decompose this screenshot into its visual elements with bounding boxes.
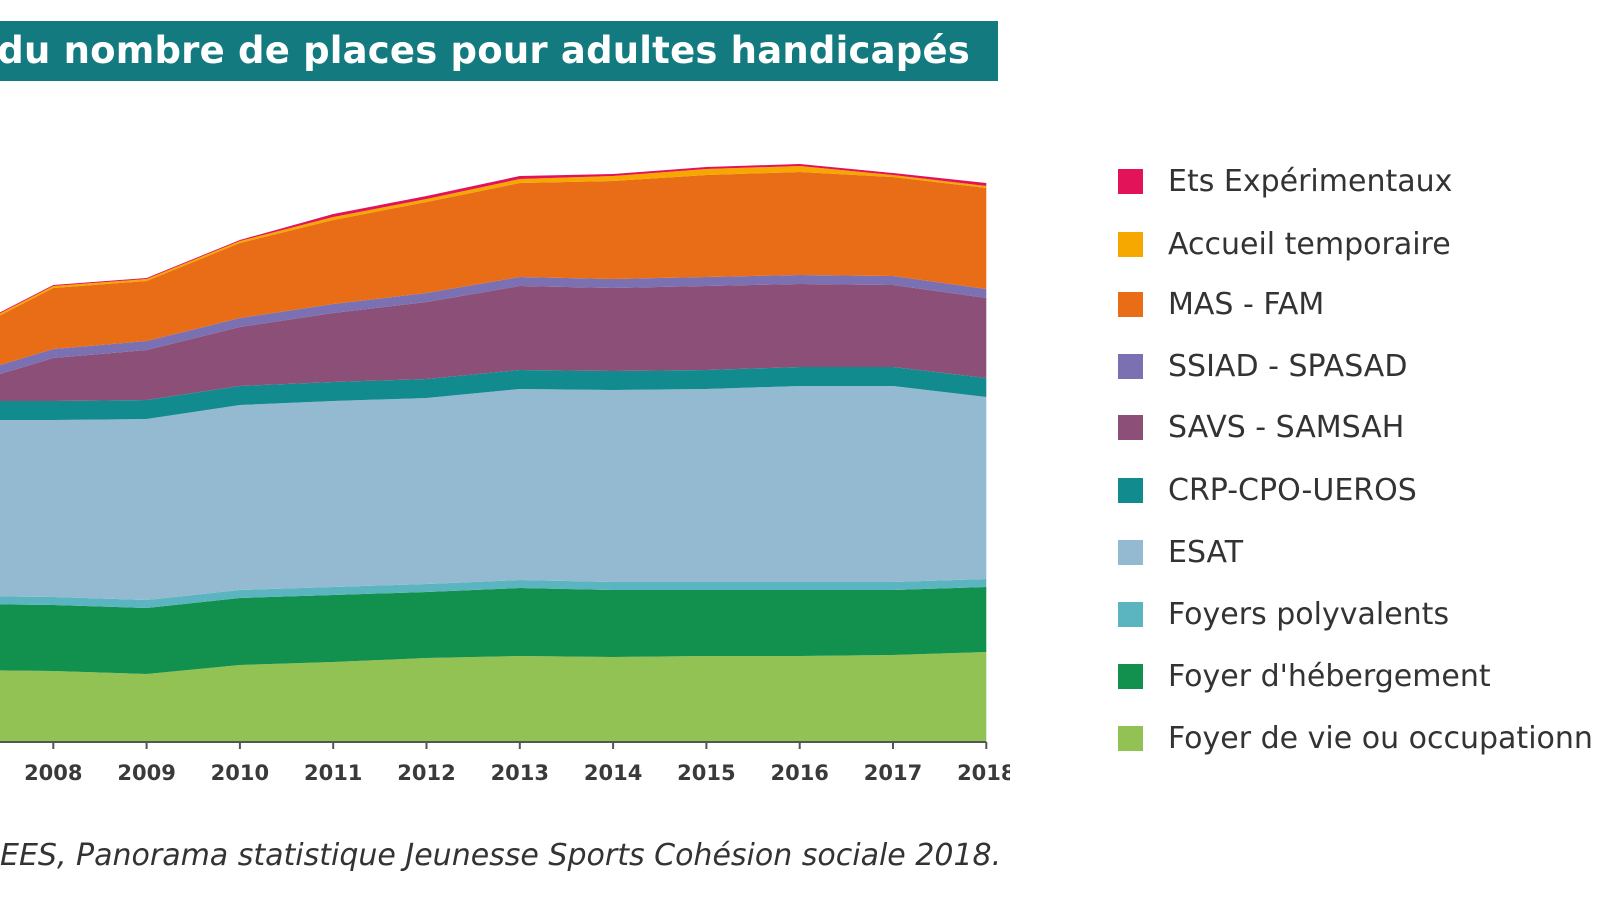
x-tick-label: 2015: [677, 761, 735, 785]
legend-item: Foyer d'hébergement: [1118, 656, 1491, 696]
x-tick-label: 2010: [211, 761, 269, 785]
x-tick-label: 2011: [304, 761, 362, 785]
legend-label: MAS - FAM: [1168, 286, 1325, 322]
legend-item: Foyer de vie ou occupationn: [1118, 718, 1593, 758]
x-tick-label: 2018: [957, 761, 1010, 785]
x-tick-label: 2008: [24, 761, 82, 785]
area-esat: [0, 386, 987, 600]
x-tick-label: 2013: [491, 761, 549, 785]
legend-item: ESAT: [1118, 532, 1243, 572]
legend-label: Accueil temporaire: [1168, 226, 1451, 262]
legend-item: Foyers polyvalents: [1118, 594, 1449, 634]
legend-label: ESAT: [1168, 534, 1244, 570]
area-foyer-d-hebergement: [0, 587, 987, 674]
area-chart: 2008 2009 2010 2011 2012 2013 2014 2015 2016 2017…: [0, 164, 1010, 785]
x-tick-label: 2014: [584, 761, 642, 785]
legend-label: Foyers polyvalents: [1168, 596, 1450, 632]
legend-swatch: [1118, 414, 1143, 440]
legend-item: SSIAD - SPASAD: [1118, 346, 1407, 386]
legend-item: MAS - FAM: [1118, 284, 1324, 324]
x-axis: 2008 2009 2010 2011 2012 2013 2014 2015 2016 2017…: [0, 741, 1010, 785]
x-tick-label: 2012: [397, 761, 455, 785]
x-tick-label: 2017: [864, 761, 922, 785]
legend-label: SAVS - SAMSAH: [1168, 409, 1405, 445]
area-series-group: [0, 164, 987, 742]
x-tick-label: 2009: [117, 761, 175, 785]
legend-swatch: [1118, 663, 1143, 689]
legend-label: Ets Expérimentaux: [1168, 163, 1453, 199]
legend-item: CRP-CPO-UEROS: [1118, 470, 1417, 510]
source-note: EES, Panorama statistique Jeunesse Sport…: [0, 838, 1002, 873]
legend-item: Ets Expérimentaux: [1118, 161, 1452, 201]
chart-title-bar: on du nombre de places pour adultes hand…: [0, 21, 998, 81]
legend-label: SSIAD - SPASAD: [1168, 348, 1408, 384]
area-ssiad-spasad: [0, 275, 987, 374]
legend-label: CRP-CPO-UEROS: [1168, 472, 1417, 508]
legend-swatch: [1118, 353, 1143, 379]
legend-swatch: [1118, 601, 1143, 627]
legend-swatch: [1118, 231, 1143, 257]
legend-swatch: [1118, 168, 1143, 194]
legend-item: Accueil temporaire: [1118, 224, 1451, 264]
area-crp-cpo-ueros: [0, 367, 987, 420]
chart-title: on du nombre de places pour adultes hand…: [0, 29, 970, 72]
area-foyers-polyvalents: [0, 579, 987, 608]
legend-item: SAVS - SAMSAH: [1118, 407, 1404, 447]
legend-swatch: [1118, 291, 1143, 317]
legend-swatch: [1118, 539, 1143, 565]
legend-label: Foyer de vie ou occupationn: [1168, 720, 1593, 756]
area-foyer-de-vie-ou-occupationn: [0, 652, 987, 742]
legend-swatch: [1118, 725, 1143, 751]
legend-swatch: [1118, 477, 1143, 503]
area-savs-samsah: [0, 284, 987, 401]
area-mas-fam: [0, 172, 987, 365]
chart-legend: Ets Expérimentaux Accueil temporaire MAS -…: [1118, 0, 1600, 900]
x-tick-label: 2016: [770, 761, 828, 785]
legend-label: Foyer d'hébergement: [1168, 658, 1491, 694]
